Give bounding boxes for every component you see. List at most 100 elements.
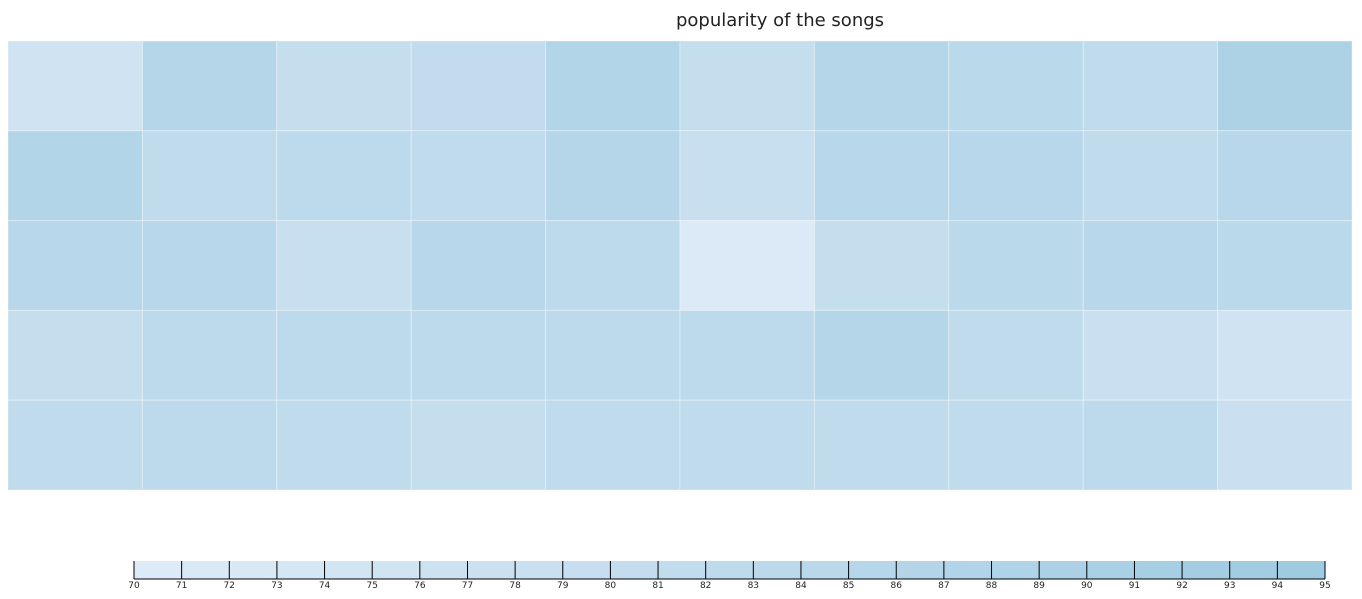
heatmap-cell-r4-c9 xyxy=(1082,309,1219,401)
legend-tick-label-72: 72 xyxy=(224,581,235,591)
heatmap-cell-r3-c3 xyxy=(276,220,412,311)
legend-swatch-17 xyxy=(896,561,945,579)
legend-tick-label-84: 84 xyxy=(795,581,807,591)
legend-swatch-11 xyxy=(610,561,659,579)
heatmap-cell-r5-c7 xyxy=(813,399,950,491)
legend-swatch-15 xyxy=(800,561,850,579)
legend-swatch-10 xyxy=(562,561,611,579)
legend-swatch-6 xyxy=(372,561,421,579)
heatmap-cell-r3-c2 xyxy=(141,220,278,311)
legend-tick-label-76: 76 xyxy=(414,581,426,591)
heatmap-cells xyxy=(7,40,1353,491)
chart-title: popularity of the songs xyxy=(675,10,885,31)
legend-swatch-7 xyxy=(419,561,468,579)
legend-tick-label-86: 86 xyxy=(891,581,903,591)
heatmap-cell-r1-c7 xyxy=(813,40,950,132)
heatmap-cell-r3-c5 xyxy=(545,220,681,311)
heatmap-cell-r2-c6 xyxy=(679,130,815,222)
heatmap-cell-r3-c10 xyxy=(1217,220,1353,311)
legend-swatch-5 xyxy=(324,561,373,579)
heatmap-cell-r2-c7 xyxy=(813,130,950,222)
legend-swatch-9 xyxy=(515,561,564,579)
legend-swatch-19 xyxy=(991,561,1040,579)
legend-swatch-23 xyxy=(1182,561,1231,579)
heatmap-cell-r1-c10 xyxy=(1217,40,1353,132)
legend-tick-label-83: 83 xyxy=(748,581,759,591)
legend-tick-label-87: 87 xyxy=(938,581,949,591)
legend-tick-label-94: 94 xyxy=(1272,581,1284,591)
heatmap-cell-r1-c6 xyxy=(679,40,815,132)
heatmap-cell-r2-c1 xyxy=(7,130,143,222)
heatmap-cell-r5-c1 xyxy=(7,399,143,491)
heatmap-cell-r5-c10 xyxy=(1217,399,1353,491)
heatmap-cell-r3-c7 xyxy=(813,220,950,311)
legend-tick-label-93: 93 xyxy=(1224,581,1235,591)
legend-tick-label-81: 81 xyxy=(652,581,663,591)
legend-swatch-20 xyxy=(1039,561,1088,579)
heatmap-cell-r1-c2 xyxy=(141,40,278,132)
heatmap-cell-r4-c3 xyxy=(276,309,412,401)
heatmap-cell-r1-c3 xyxy=(276,40,412,132)
legend-swatch-3 xyxy=(229,561,278,579)
heatmap-cell-r4-c5 xyxy=(545,309,681,401)
heatmap-cell-r2-c5 xyxy=(545,130,681,222)
heatmap-cell-r1-c4 xyxy=(410,40,547,132)
legend-swatch-25 xyxy=(1277,561,1326,579)
heatmap-cell-r1-c1 xyxy=(7,40,143,132)
heatmap-cell-r4-c8 xyxy=(948,309,1084,401)
legend-tick-label-92: 92 xyxy=(1176,581,1187,591)
heatmap-cell-r5-c4 xyxy=(410,399,547,491)
legend-tick-label-82: 82 xyxy=(700,581,711,591)
heatmap-cell-r4-c1 xyxy=(7,309,143,401)
legend-tick-label-70: 70 xyxy=(128,581,140,591)
heatmap-cell-r4-c10 xyxy=(1217,309,1353,401)
heatmap-cell-r2-c2 xyxy=(141,130,278,222)
heatmap-cell-r5-c2 xyxy=(141,399,278,491)
heatmap-cell-r4-c2 xyxy=(141,309,278,401)
legend-swatch-12 xyxy=(658,561,707,579)
legend-swatch-18 xyxy=(943,561,993,579)
legend-swatch-14 xyxy=(753,561,802,579)
heatmap-cell-r3-c9 xyxy=(1082,220,1219,311)
heatmap-cell-r1-c5 xyxy=(545,40,681,132)
legend-tick-label-79: 79 xyxy=(557,581,569,591)
legend-tick-label-75: 75 xyxy=(366,581,377,591)
legend-tick-label-71: 71 xyxy=(176,581,187,591)
heatmap-cell-r4-c6 xyxy=(679,309,815,401)
legend-swatch-21 xyxy=(1086,561,1135,579)
heatmap-cell-r2-c3 xyxy=(276,130,412,222)
legend-tick-label-78: 78 xyxy=(509,581,521,591)
legend-swatch-16 xyxy=(848,561,897,579)
heatmap-cell-r5-c3 xyxy=(276,399,412,491)
heatmap-cell-r5-c6 xyxy=(679,399,815,491)
heatmap-cell-r4-c4 xyxy=(410,309,547,401)
legend-tick-label-88: 88 xyxy=(986,581,998,591)
legend-tick-label-90: 90 xyxy=(1081,581,1093,591)
legend-swatch-8 xyxy=(467,561,516,579)
heatmap-cell-r5-c5 xyxy=(545,399,681,491)
heatmap-cell-r2-c4 xyxy=(410,130,547,222)
heatmap-cell-r5-c8 xyxy=(948,399,1084,491)
legend-tick-label-89: 89 xyxy=(1033,581,1045,591)
legend-swatch-4 xyxy=(276,561,326,579)
legend-tick-label-74: 74 xyxy=(319,581,331,591)
legend-tick-label-95: 95 xyxy=(1319,581,1330,591)
heatmap-cell-r3-c8 xyxy=(948,220,1084,311)
heatmap-cell-r2-c10 xyxy=(1217,130,1353,222)
heatmap-cell-r4-c7 xyxy=(813,309,950,401)
heatmap-cell-r3-c1 xyxy=(7,220,143,311)
legend-swatch-13 xyxy=(705,561,754,579)
heatmap-cell-r3-c6 xyxy=(679,220,815,311)
legend-swatch-2 xyxy=(181,561,230,579)
heatmap-cell-r5-c9 xyxy=(1082,399,1219,491)
heatmap-cell-r3-c4 xyxy=(410,220,547,311)
legend-swatch-1 xyxy=(134,561,183,579)
legend-tick-label-91: 91 xyxy=(1129,581,1140,591)
legend-tick-label-85: 85 xyxy=(843,581,854,591)
legend-tick-label-77: 77 xyxy=(462,581,473,591)
legend-swatch-24 xyxy=(1229,561,1278,579)
heatmap-cell-r1-c8 xyxy=(948,40,1084,132)
legend-swatch-22 xyxy=(1134,561,1183,579)
color-legend: 70 71 72 73 74 75 76 77 78 79 80 81 82 83 84 85 86 87 88 89… xyxy=(128,561,1331,591)
legend-tick-label-80: 80 xyxy=(605,581,617,591)
